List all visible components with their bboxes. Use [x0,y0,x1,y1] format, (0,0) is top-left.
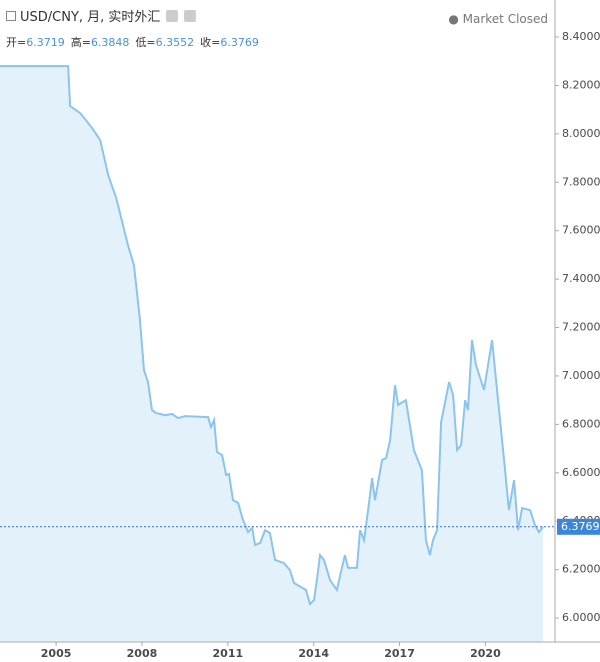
x-tick-label: 2008 [127,647,158,660]
y-tick-label: 6.2000 [562,563,600,576]
ohlc-row: 开=6.3719 高=6.3848 低=6.3552 收=6.3769 [6,34,259,50]
ohlc-label: 低= [135,36,156,49]
ohlc-label: 开= [6,36,27,49]
ohlc-value: 6.3769 [220,36,259,49]
y-tick-label: 6.8000 [562,417,600,430]
last-price-label: 6.3769 [561,520,600,533]
last-price-tag [557,518,600,535]
area-fill [0,66,543,642]
ohlc-label: 高= [70,36,91,49]
x-tick-label: 2005 [41,647,72,660]
y-tick-label: 7.4000 [562,272,600,285]
header: USD/CNY, 月, 实时外汇 [6,6,197,25]
ohlc-item: 低=6.3552 [135,34,194,50]
ohlc-label: 收= [200,36,221,49]
x-tick-label: 2020 [470,647,501,660]
ohlc-value: 6.3719 [26,36,65,49]
market-status: ● Market Closed [448,12,548,26]
ohlc-item: 开=6.3719 [6,34,65,50]
settings-icon[interactable] [184,9,197,22]
status-text: Market Closed [462,12,548,26]
y-tick-label: 7.0000 [562,369,600,382]
x-tick-label: 2014 [298,647,329,660]
ohlc-item: 高=6.3848 [71,34,130,50]
ohlc-value: 6.3848 [90,36,130,49]
y-tick-label: 7.2000 [562,321,600,334]
price-line [0,65,544,606]
symbol-title[interactable]: USD/CNY, 月, 实时外汇 [20,10,161,25]
ohlc-value: 6.3552 [155,36,195,49]
x-tick-label: 2011 [213,647,244,660]
ohlc-item: 收=6.3769 [200,34,259,50]
collapse-toggle[interactable] [6,10,16,21]
y-tick-label: 6.6000 [562,466,600,479]
y-tick-label: 8.2000 [562,78,600,91]
y-tick-label: 8.0000 [562,127,600,140]
y-tick-label: 7.6000 [562,224,600,237]
y-tick-label: 8.4000 [562,30,600,43]
x-tick-label: 2017 [384,647,415,660]
y-tick-label: 6.0000 [562,611,600,624]
y-tick-label: 7.8000 [562,175,600,188]
visibility-icon[interactable] [166,9,179,22]
